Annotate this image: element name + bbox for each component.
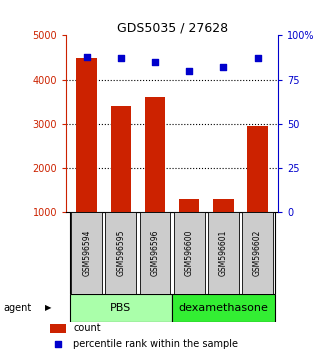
Text: percentile rank within the sample: percentile rank within the sample [73, 339, 238, 349]
Text: count: count [73, 323, 101, 333]
Text: GSM596596: GSM596596 [151, 230, 160, 276]
Bar [213, 199, 234, 257]
FancyBboxPatch shape [172, 294, 275, 322]
Point [152, 59, 158, 65]
Text: ▶: ▶ [45, 303, 51, 313]
Bar [145, 97, 165, 257]
Text: GSM596594: GSM596594 [82, 230, 91, 276]
Text: GSM596595: GSM596595 [117, 230, 125, 276]
FancyBboxPatch shape [208, 212, 239, 294]
Bar [179, 199, 200, 257]
FancyBboxPatch shape [242, 212, 273, 294]
FancyBboxPatch shape [106, 212, 136, 294]
Text: GSM596602: GSM596602 [253, 230, 262, 276]
Point [84, 54, 89, 59]
Title: GDS5035 / 27628: GDS5035 / 27628 [117, 21, 228, 34]
Point [187, 68, 192, 74]
Text: PBS: PBS [110, 303, 131, 313]
FancyBboxPatch shape [174, 212, 205, 294]
Bar [111, 106, 131, 257]
Bar [50, 324, 66, 333]
Text: GSM596601: GSM596601 [219, 230, 228, 276]
Bar [76, 57, 97, 257]
Point [255, 56, 260, 61]
FancyBboxPatch shape [140, 212, 170, 294]
Text: agent: agent [3, 303, 31, 313]
FancyBboxPatch shape [70, 294, 172, 322]
FancyBboxPatch shape [71, 212, 102, 294]
Text: GSM596600: GSM596600 [185, 230, 194, 276]
Point [252, 277, 257, 282]
Point [221, 64, 226, 70]
Bar [247, 126, 268, 257]
Point [118, 56, 123, 61]
Text: dexamethasone: dexamethasone [178, 303, 268, 313]
